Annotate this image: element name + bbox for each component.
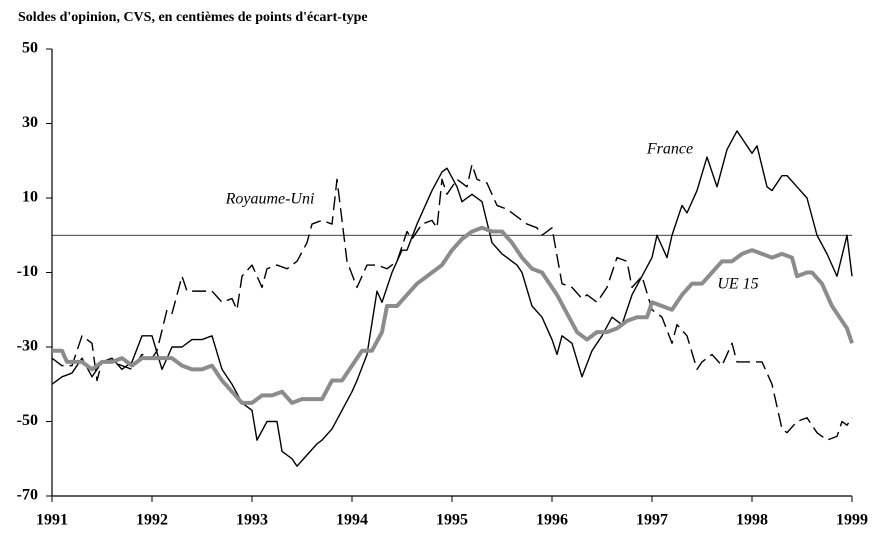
- x-tick-label: 1996: [536, 512, 568, 529]
- x-tick-label: 1993: [236, 512, 268, 529]
- y-tick-label: -70: [17, 487, 38, 504]
- x-tick-label: 1999: [836, 512, 868, 529]
- series-label: France: [646, 141, 693, 158]
- y-tick-label: -10: [17, 263, 38, 280]
- x-tick-label: 1992: [136, 512, 168, 529]
- chart-title: Soldes d'opinion, CVS, en centièmes de p…: [18, 10, 368, 25]
- y-tick-label: 30: [22, 114, 38, 131]
- x-tick-label: 1994: [336, 512, 368, 529]
- y-tick-label: 10: [22, 189, 38, 206]
- x-tick-label: 1995: [436, 512, 468, 529]
- y-tick-label: -30: [17, 338, 38, 355]
- x-tick-label: 1997: [636, 512, 668, 529]
- x-tick-label: 1991: [36, 512, 68, 529]
- y-tick-label: 50: [22, 40, 38, 57]
- series-label: Royaume-Uni: [225, 191, 315, 208]
- series-line: [52, 225, 854, 405]
- series-line: [51, 163, 853, 441]
- y-tick-label: -50: [17, 412, 38, 429]
- series-line: [51, 130, 853, 467]
- series-label: UE 15: [717, 276, 758, 293]
- x-tick-label: 1998: [736, 512, 768, 529]
